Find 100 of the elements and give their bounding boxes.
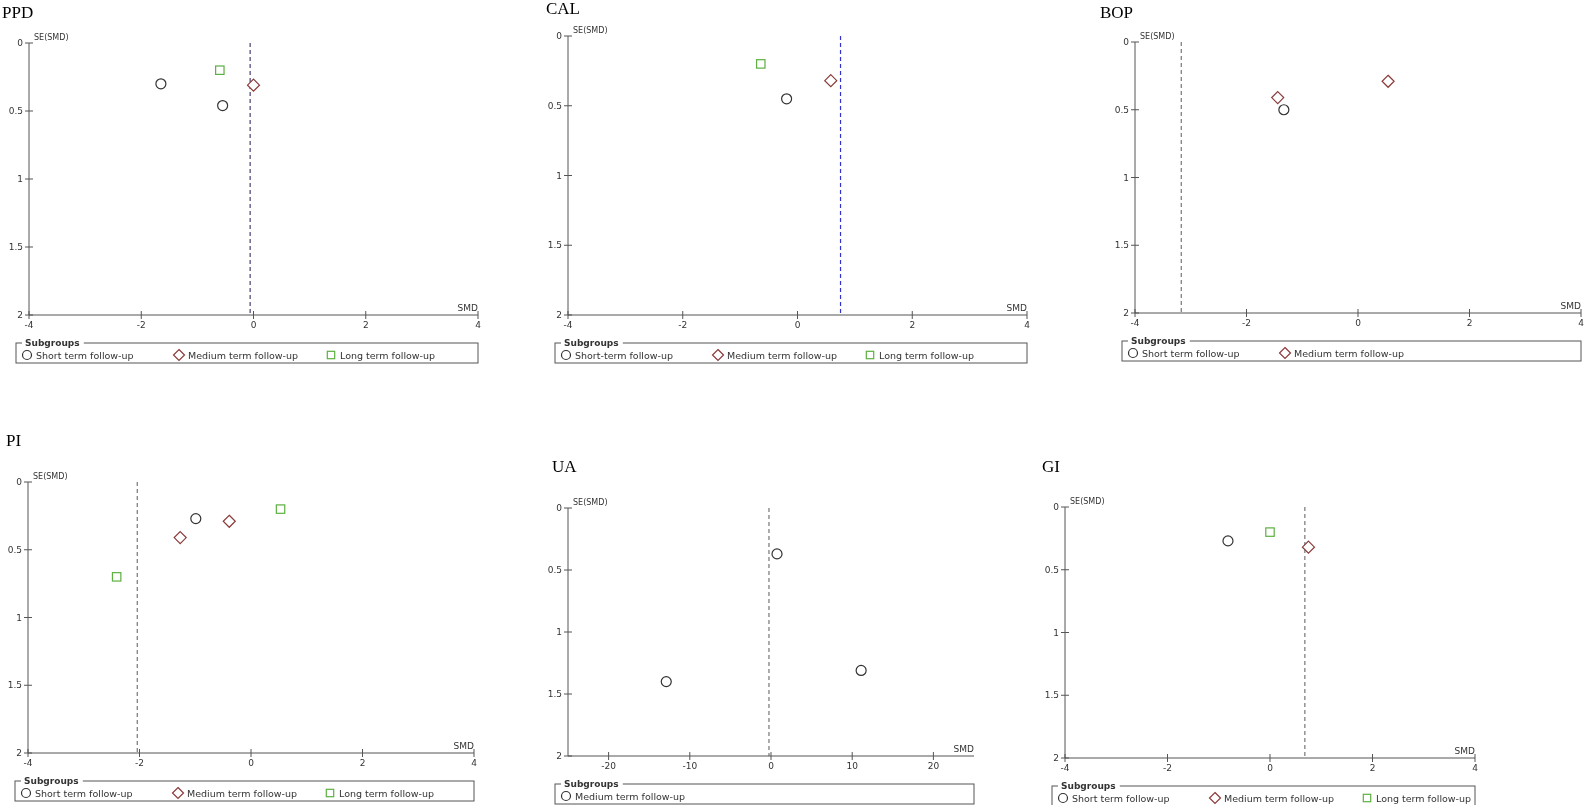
y-tick-label: 1.5 [1114, 240, 1129, 251]
y-tick-label: 0.5 [547, 100, 562, 111]
point [222, 514, 236, 528]
y-tick-label: 0 [17, 38, 24, 48]
point [1222, 535, 1234, 547]
x-tick-label: 2 [362, 320, 369, 330]
x-tick-label: -2 [1242, 318, 1251, 328]
y-tick-label: 1 [16, 612, 22, 623]
x-tick-label: -4 [24, 320, 34, 330]
legend-title: Subgroups [1061, 781, 1116, 791]
x-tick-label: -2 [678, 320, 688, 330]
y-tick-label: 2 [1123, 308, 1129, 318]
y-tick-label: 0 [16, 477, 23, 487]
x-tick-label: -4 [1060, 763, 1070, 773]
y-tick-label: 0.5 [8, 106, 23, 116]
x-tick-label: 0 [250, 320, 257, 330]
legend-label: Long term follow-up [1376, 792, 1472, 804]
y-tick-label: 1 [17, 174, 23, 184]
chart-title: CAL [546, 0, 580, 18]
y-tick-label: 1 [1123, 172, 1129, 183]
point [215, 65, 225, 75]
x-tick-label: 0 [1267, 763, 1274, 773]
x-tick-label: 2 [1369, 763, 1376, 773]
y-axis-title: SE(SMD) [34, 33, 69, 42]
legend-label: Short term follow-up [35, 787, 133, 799]
x-tick-label: 2 [1466, 318, 1473, 328]
x-tick-label: -10 [682, 761, 698, 771]
x-tick-label: 2 [359, 758, 366, 768]
point [1381, 74, 1395, 88]
x-tick-label: 4 [471, 758, 478, 768]
x-tick-label: 4 [1578, 318, 1585, 328]
x-tick-label: 4 [1024, 320, 1031, 330]
point [824, 74, 838, 88]
x-tick-label: -4 [1130, 318, 1140, 328]
x-tick-label: -2 [1163, 763, 1172, 773]
legend-title: Subgroups [24, 776, 79, 786]
legend-label: Long term follow-up [340, 349, 436, 361]
legend-title: Subgroups [564, 779, 619, 789]
y-tick-label: 2 [556, 751, 562, 761]
point [111, 572, 122, 582]
x-axis-title: SMD [1454, 746, 1476, 756]
y-axis-title: SE(SMD) [1140, 32, 1175, 41]
y-tick-label: 2 [556, 310, 562, 320]
point [173, 530, 187, 545]
y-tick-label: 0.5 [547, 565, 562, 575]
legend-label: Short term follow-up [1072, 792, 1170, 804]
point [246, 78, 261, 92]
point [1301, 540, 1316, 554]
y-axis-title: SE(SMD) [1070, 497, 1105, 506]
y-tick-label: 1.5 [1044, 690, 1059, 701]
point [190, 512, 202, 525]
x-axis-title: SMD [457, 303, 479, 313]
point [1278, 104, 1290, 116]
chart-title: PPD [2, 3, 34, 22]
legend-label: Medium term follow-up [1224, 792, 1335, 804]
x-axis-title: SMD [1006, 303, 1028, 313]
x-tick-label: -20 [601, 761, 617, 771]
x-tick-label: -4 [563, 320, 573, 330]
legend-title: Subgroups [564, 338, 619, 348]
x-tick-label: 20 [927, 761, 940, 771]
chart-title: UA [552, 457, 578, 476]
x-axis-title: SMD [1560, 301, 1582, 311]
y-tick-label: 0 [556, 503, 563, 513]
y-tick-label: 0.5 [1044, 564, 1059, 575]
point [1271, 90, 1285, 105]
y-tick-label: 0 [1053, 502, 1060, 512]
x-tick-label: 4 [1472, 763, 1479, 773]
x-tick-label: 2 [909, 320, 916, 330]
y-tick-label: 1 [556, 170, 562, 181]
x-tick-label: -2 [135, 758, 144, 768]
point [755, 59, 766, 69]
point [855, 664, 867, 677]
x-tick-label: 0 [248, 758, 255, 768]
legend-label: Long term follow-up [879, 349, 975, 361]
legend-label: Short-term follow-up [575, 349, 674, 361]
point [781, 93, 793, 105]
x-tick-label: -2 [136, 320, 146, 330]
y-axis-title: SE(SMD) [33, 472, 68, 481]
y-tick-label: 1.5 [7, 680, 22, 691]
point [275, 504, 286, 514]
y-tick-label: 0 [1123, 37, 1130, 47]
legend-label: Medium term follow-up [187, 787, 298, 799]
point [660, 676, 672, 688]
y-tick-label: 2 [17, 310, 23, 320]
x-tick-label: 0 [794, 320, 801, 330]
point [155, 78, 167, 90]
legend-title: Subgroups [25, 338, 80, 348]
legend-label: Short term follow-up [1142, 347, 1240, 359]
y-tick-label: 1.5 [8, 242, 23, 252]
y-axis-title: SE(SMD) [573, 498, 608, 507]
y-tick-label: 1 [1053, 627, 1059, 638]
x-axis-title: SMD [953, 744, 975, 754]
y-tick-label: 1.5 [547, 689, 562, 699]
point [1265, 527, 1275, 537]
chart-title: GI [1042, 457, 1061, 476]
x-tick-label: -4 [23, 758, 33, 768]
y-tick-label: 0 [556, 31, 563, 41]
legend-label: Medium term follow-up [575, 790, 686, 802]
y-tick-label: 1 [556, 627, 562, 637]
x-tick-label: 10 [846, 761, 859, 771]
